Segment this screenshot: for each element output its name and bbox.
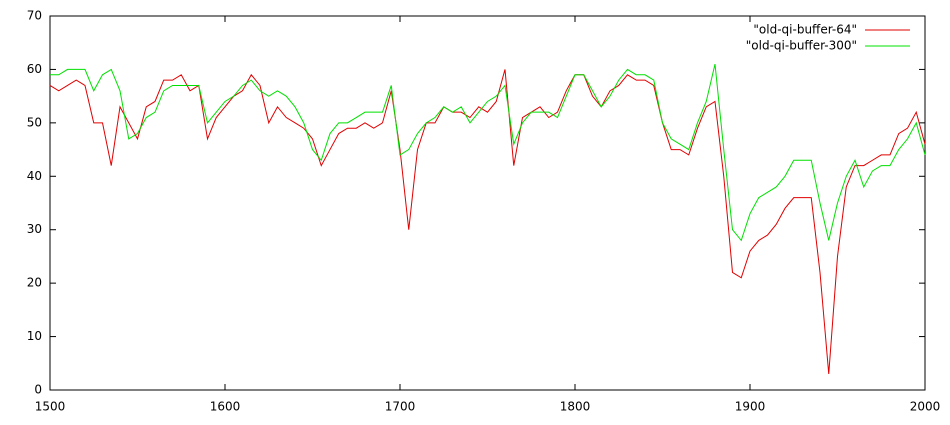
series-line bbox=[49, 69, 926, 375]
x-tick-label: 1700 bbox=[385, 400, 416, 414]
y-tick-label: 20 bbox=[27, 276, 42, 290]
y-tick-label: 40 bbox=[27, 169, 42, 183]
plot-border bbox=[49, 15, 926, 391]
x-tick-label: 1900 bbox=[735, 400, 766, 414]
legend-label: "old-qi-buffer-300" bbox=[746, 39, 857, 53]
series-line bbox=[50, 63, 926, 242]
y-tick-label: 60 bbox=[27, 62, 42, 76]
y-tick-label: 50 bbox=[27, 115, 42, 129]
y-tick-label: 30 bbox=[27, 222, 42, 236]
y-tick-label: 10 bbox=[27, 329, 42, 343]
x-tick-label: 1500 bbox=[35, 400, 66, 414]
y-tick-label: 70 bbox=[27, 9, 42, 23]
x-tick-label: 1800 bbox=[560, 400, 591, 414]
x-tick-label: 2000 bbox=[910, 400, 941, 414]
x-tick-label: 1600 bbox=[210, 400, 241, 414]
y-tick-label: 0 bbox=[34, 383, 42, 397]
legend-label: "old-qi-buffer-64" bbox=[753, 23, 857, 37]
